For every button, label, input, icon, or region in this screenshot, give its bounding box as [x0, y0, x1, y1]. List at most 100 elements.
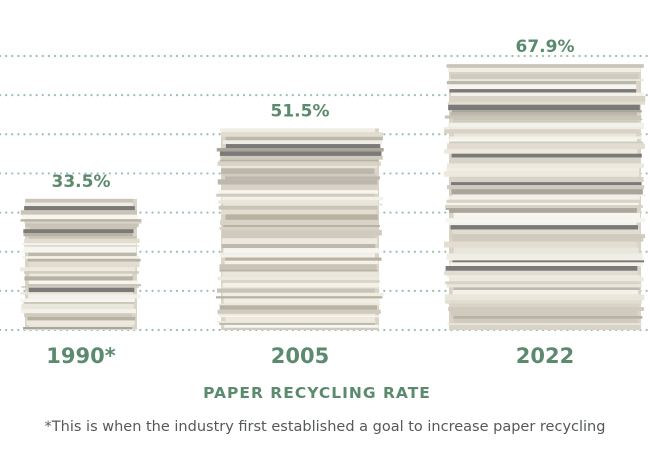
paper-sheet	[221, 165, 378, 169]
paper-sheet	[445, 281, 638, 285]
paper-sheet	[223, 140, 382, 145]
paper-sheet	[444, 149, 638, 154]
chart-title: PAPER RECYCLING RATE	[203, 384, 431, 402]
footnote: *This is when the industry first establi…	[44, 419, 606, 435]
paper-sheet	[219, 305, 377, 310]
paper-sheet	[220, 209, 377, 215]
paper-sheet	[221, 235, 376, 239]
category-labels: 1990* 2005 2022	[46, 344, 574, 368]
paper-sheet	[217, 161, 381, 166]
paper-sheet	[220, 219, 375, 226]
paper-sheet	[20, 298, 135, 303]
paper-sheet	[28, 280, 138, 285]
paper-sheet	[451, 153, 642, 158]
paper-sheet	[219, 227, 378, 230]
paper-sheet	[217, 276, 379, 281]
paper-sheet	[21, 214, 138, 220]
paper-sheet	[225, 136, 383, 141]
paper-sheet	[444, 129, 637, 134]
paper-sheet	[219, 159, 379, 162]
paper-stack-bar	[216, 128, 384, 330]
paper-sheet	[222, 174, 377, 177]
paper-sheet	[28, 236, 137, 239]
paper-sheet	[446, 258, 644, 261]
paper-sheet	[446, 163, 644, 168]
paper-sheet	[444, 115, 642, 119]
paper-stack-bar	[444, 64, 646, 330]
paper-sheet	[450, 310, 637, 317]
paper-sheet	[449, 262, 643, 267]
paper-sheet	[216, 148, 384, 152]
paper-sheet	[447, 143, 645, 150]
paper-sheet	[446, 167, 640, 172]
paper-sheet	[220, 132, 384, 137]
paper-sheet	[223, 298, 380, 304]
paper-sheet	[221, 168, 375, 175]
paper-sheet	[23, 271, 139, 274]
paper-sheet	[216, 296, 383, 299]
paper-sheet	[219, 303, 381, 306]
paper-sheet	[448, 222, 637, 226]
paper-sheet	[218, 315, 379, 318]
paper-sheet	[221, 196, 384, 201]
paper-sheet	[225, 214, 378, 220]
paper-sheet	[446, 185, 645, 190]
paper-sheet	[451, 92, 644, 97]
paper-sheet	[223, 203, 383, 206]
paper-sheet	[446, 81, 637, 85]
paper-sheet	[23, 229, 134, 234]
paper-sheet	[28, 252, 137, 257]
paper-sheet	[453, 133, 637, 137]
paper-sheet	[224, 324, 379, 328]
paper-sheet	[219, 322, 376, 325]
paper-sheet	[218, 313, 376, 316]
paper-sheet	[225, 257, 382, 261]
paper-sheet	[23, 233, 133, 237]
category-label: 2022	[516, 344, 574, 368]
paper-sheet	[28, 325, 133, 328]
paper-sheet	[216, 288, 375, 293]
paper-sheet	[20, 308, 137, 314]
paper-sheet	[28, 261, 140, 268]
paper-sheet	[451, 194, 646, 197]
paper-sheet	[25, 223, 139, 227]
value-label: 33.5%	[52, 172, 111, 192]
paper-sheet	[24, 238, 140, 244]
paper-sheet	[453, 303, 638, 308]
paper-sheet	[225, 176, 380, 180]
paper-sheet	[222, 229, 382, 236]
paper-sheet	[23, 246, 137, 253]
paper-sheet	[21, 303, 134, 309]
paper-sheet	[451, 234, 646, 239]
paper-sheet	[448, 138, 637, 142]
paper-sheet	[20, 210, 137, 215]
paper-sheet	[222, 292, 384, 297]
paper-sheet	[445, 218, 646, 223]
paper-sheet	[219, 253, 375, 258]
paper-sheet	[23, 302, 135, 304]
paper-sheet	[27, 258, 141, 262]
paper-sheet	[22, 256, 140, 259]
value-label: 51.5%	[271, 101, 330, 121]
paper-sheet	[217, 309, 381, 314]
paper-sheet	[448, 72, 641, 75]
paper-sheet	[225, 317, 375, 322]
paper-sheet	[218, 205, 378, 210]
paper-sheet	[223, 225, 380, 228]
paper-sheet	[23, 329, 138, 330]
paper-sheet	[445, 202, 639, 206]
paper-sheet	[25, 198, 134, 203]
paper-sheet	[448, 196, 640, 200]
paper-sheet	[222, 282, 379, 287]
paper-sheet	[29, 273, 133, 277]
paper-sheet	[450, 112, 637, 116]
paper-sheet	[453, 318, 638, 324]
paper-sheet	[448, 79, 644, 82]
paper-sheet	[448, 67, 641, 73]
paper-sheet	[219, 264, 377, 270]
paper-sheet	[218, 190, 379, 194]
paper-sheet	[221, 244, 376, 249]
paper-sheet	[453, 247, 639, 254]
paper-sheet	[220, 286, 379, 289]
